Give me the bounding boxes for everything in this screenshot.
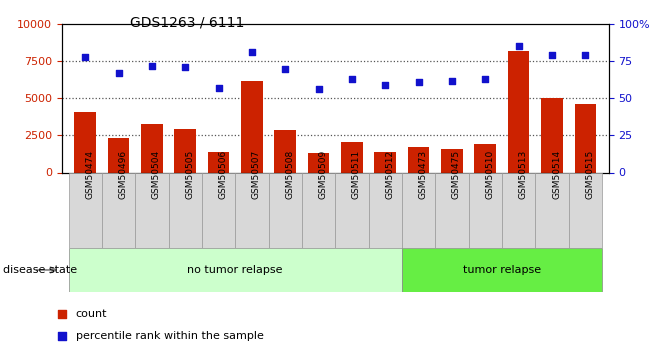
Point [214,85,224,91]
Point [280,66,290,71]
Bar [269,172,302,248]
Text: GSM50509: GSM50509 [318,150,327,199]
Point [547,52,557,58]
Text: GSM50496: GSM50496 [118,150,128,199]
Text: GSM50513: GSM50513 [519,150,528,199]
Point [514,43,524,49]
Point [247,50,257,55]
Bar [508,51,529,172]
Bar [402,248,602,292]
Bar [135,172,169,248]
Point [480,76,490,82]
Bar [441,149,463,172]
Point [313,87,324,92]
Bar [302,172,335,248]
Point [80,54,90,60]
Bar [74,112,96,172]
Bar [535,172,569,248]
Text: GSM50510: GSM50510 [485,150,494,199]
Bar [341,142,363,172]
Bar [475,144,496,172]
Bar [374,152,396,172]
Point [330,238,340,244]
Point [380,82,391,88]
Bar [235,172,269,248]
Bar [102,172,135,248]
Text: GSM50508: GSM50508 [285,150,294,199]
Bar [402,172,436,248]
Point [347,76,357,82]
Text: GSM50514: GSM50514 [552,150,561,199]
Text: percentile rank within the sample: percentile rank within the sample [76,331,264,341]
Point [146,63,157,68]
Bar [208,152,229,172]
Text: GSM50504: GSM50504 [152,150,161,199]
Text: GSM50507: GSM50507 [252,150,261,199]
Point [447,78,457,83]
Text: count: count [76,309,107,318]
Point [113,70,124,76]
Bar [335,172,368,248]
Bar [141,124,163,172]
Text: GSM50511: GSM50511 [352,150,361,199]
Text: GSM50505: GSM50505 [186,150,194,199]
Bar [169,172,202,248]
Bar [569,172,602,248]
Text: no tumor relapse: no tumor relapse [187,265,283,275]
Bar [202,172,235,248]
Bar [575,104,596,172]
Bar [241,80,263,172]
Text: GSM50475: GSM50475 [452,150,461,199]
Text: GDS1263 / 6111: GDS1263 / 6111 [130,16,245,30]
Point [180,65,191,70]
Bar [502,172,535,248]
Text: GSM50474: GSM50474 [85,150,94,199]
Bar [541,98,563,172]
Text: disease state: disease state [3,265,77,275]
Text: GSM50473: GSM50473 [419,150,428,199]
Point [413,79,424,85]
Bar [275,130,296,172]
Bar [308,153,329,172]
Point [330,34,340,40]
Bar [68,172,102,248]
Bar [368,172,402,248]
Bar [408,147,430,172]
Text: tumor relapse: tumor relapse [463,265,541,275]
Bar [68,248,402,292]
Bar [436,172,469,248]
Bar [107,138,130,172]
Bar [174,129,196,172]
Point [580,52,590,58]
Bar [469,172,502,248]
Text: GSM50512: GSM50512 [385,150,395,199]
Text: GSM50515: GSM50515 [585,150,594,199]
Text: GSM50506: GSM50506 [219,150,228,199]
